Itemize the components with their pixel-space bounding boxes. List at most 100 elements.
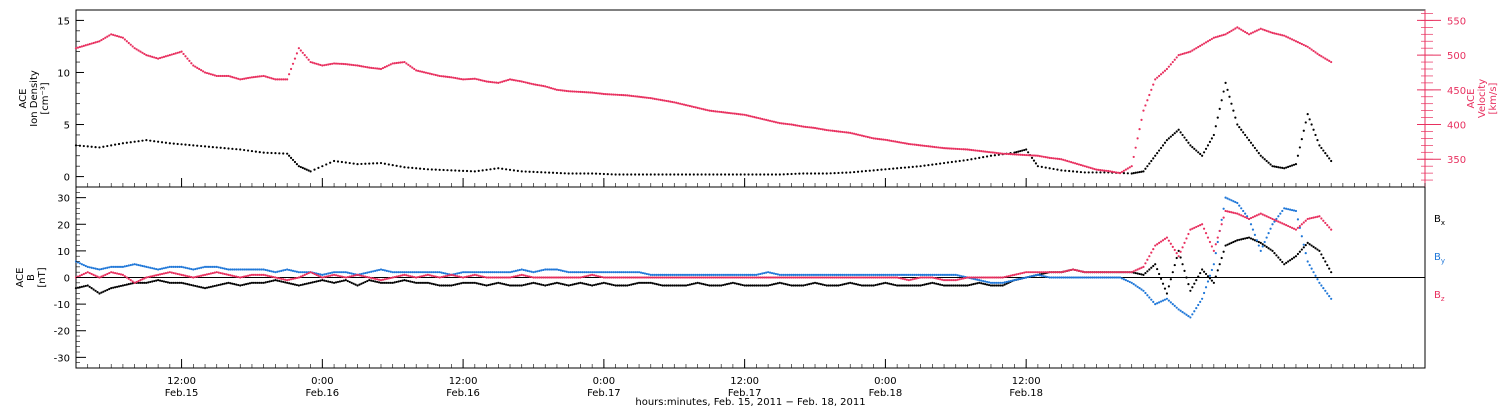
top-series-velocity-point <box>1114 171 1118 174</box>
top-series-density-point <box>1183 136 1186 139</box>
top-series-velocity-point <box>1158 74 1161 78</box>
b-series-Bz-point <box>94 274 97 277</box>
b-series-Bx-point <box>577 282 580 285</box>
b-series-By-point <box>84 264 87 268</box>
b-series-Bz-point <box>479 275 482 278</box>
b-series-Bz-point <box>203 273 207 276</box>
top-series-velocity-point <box>984 150 987 153</box>
b-series-By-point <box>1085 276 1088 279</box>
top-series-velocity-point <box>1052 157 1055 160</box>
top-series-velocity-point <box>1003 152 1006 155</box>
top-series-density-point <box>196 144 199 147</box>
b-series-Bz-point <box>722 276 725 279</box>
b-series-By-point <box>942 273 946 276</box>
b-series-Bx-point <box>774 282 778 285</box>
b-series-Bz-point <box>901 277 905 280</box>
b-series-By-point <box>561 269 564 272</box>
b-series-Bz-point <box>1038 271 1041 274</box>
top-series-density-point <box>239 148 242 151</box>
b-series-Bx-point <box>82 285 85 288</box>
top-series-velocity-point <box>121 36 125 39</box>
b-series-Bx-point <box>677 284 680 287</box>
b-series-By-point <box>1156 302 1159 305</box>
b-series-Bz-point <box>200 274 203 277</box>
b-series-By-point <box>1222 207 1225 210</box>
b-series-By-point <box>1140 288 1143 291</box>
b-series-By-point <box>811 273 815 276</box>
top-series-density-point <box>1154 154 1157 157</box>
b-series-Bz-point <box>356 273 359 276</box>
b-series-Bz-point <box>569 276 572 279</box>
b-series-Bz-point <box>233 275 236 278</box>
b-series-Bx-point <box>1195 279 1198 282</box>
b-series-Bz-point <box>792 276 795 279</box>
b-series-Bx-point <box>1296 252 1300 256</box>
top-series-velocity-point <box>653 97 656 100</box>
b-series-Bz-point <box>680 276 684 279</box>
top-series-density-point <box>286 152 289 155</box>
top-series-velocity-point <box>74 47 78 50</box>
top-series-density-point <box>121 142 125 145</box>
top-series-velocity-point <box>856 133 860 136</box>
b-series-By-point <box>115 265 119 268</box>
b-series-By-point <box>622 271 625 274</box>
b-series-By-point <box>98 268 101 271</box>
b-series-Bz-point <box>434 275 437 278</box>
top-series-density-point <box>1210 137 1213 140</box>
top-series-velocity-point <box>960 148 963 151</box>
b-series-Bx-point <box>966 284 969 287</box>
b-series-Bx-point <box>686 283 690 287</box>
b-series-By-point <box>837 273 840 276</box>
b-series-Bx-point <box>131 282 134 285</box>
top-series-velocity-point <box>407 63 410 66</box>
top-series-density-point <box>184 143 187 146</box>
b-series-By-point <box>1181 311 1184 314</box>
b-series-Bz-point <box>1132 270 1135 273</box>
b-series-Bx-point <box>94 289 97 292</box>
b-series-By-point <box>960 275 963 278</box>
b-series-Bz-point <box>1222 216 1225 219</box>
b-series-Bx-point <box>184 282 187 285</box>
b-series-Bx-point <box>354 283 357 286</box>
top-series-velocity-point <box>78 45 82 49</box>
b-series-Bx-point <box>446 284 449 287</box>
b-series-Bx-point <box>585 283 588 286</box>
top-series-density-point <box>82 144 85 148</box>
top-series-velocity-point <box>112 33 115 36</box>
top-series-density-point <box>1159 146 1163 150</box>
b-series-Bz-point <box>235 275 238 278</box>
b-series-By-point <box>221 267 224 270</box>
top-series-velocity-point <box>1218 34 1221 38</box>
top-series-velocity-point <box>305 56 308 59</box>
b-series-Bx-point <box>315 280 318 283</box>
b-series-By-point <box>935 273 938 276</box>
b-series-Bz-point <box>428 274 431 277</box>
b-series-By-point <box>344 271 347 274</box>
b-series-By-point <box>925 273 928 276</box>
b-series-Bz-point <box>907 279 910 282</box>
b-series-By-point <box>1226 197 1229 200</box>
b-series-By-point <box>377 268 381 272</box>
b-series-Bz-point <box>894 276 897 279</box>
top-series-density-point <box>1318 144 1321 147</box>
b-series-By-point <box>579 271 582 274</box>
b-series-By-point <box>76 261 80 264</box>
b-series-By-point <box>653 273 656 276</box>
top-series-density-point <box>1056 168 1059 171</box>
b-series-By-point <box>129 263 132 267</box>
b-series-Bz-point <box>1015 273 1018 276</box>
b-series-Bz-point <box>831 276 834 279</box>
b-series-Bx-point <box>813 281 817 284</box>
b-series-Bz-point <box>329 274 332 277</box>
b-series-By-point <box>352 272 355 276</box>
top-series-velocity-point <box>813 126 817 130</box>
top-series-density-point <box>114 143 117 146</box>
b-series-Bz-point <box>896 276 899 279</box>
b-series-Bx-point <box>542 283 545 287</box>
b-series-Bx-point <box>442 284 445 287</box>
b-series-Bz-point <box>96 275 99 278</box>
b-series-Bz-point <box>540 276 543 279</box>
b-series-By-point <box>1044 275 1047 278</box>
b-series-Bz-point <box>1070 268 1073 272</box>
b-series-By-point <box>933 273 936 276</box>
